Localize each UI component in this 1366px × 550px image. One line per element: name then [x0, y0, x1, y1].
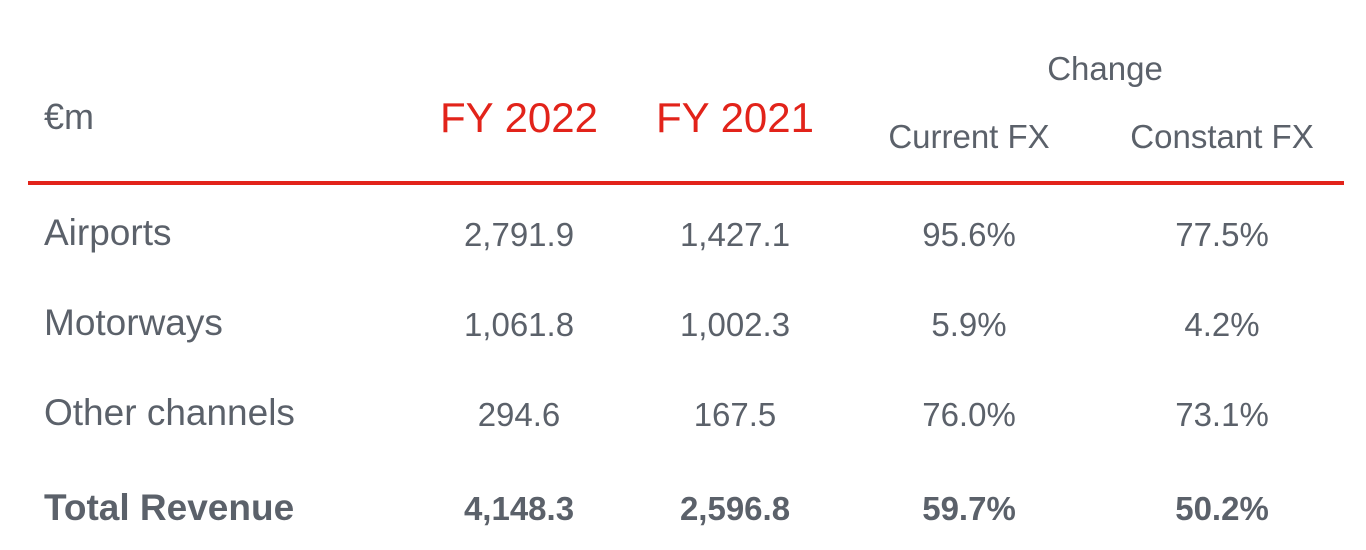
total-constant-fx: 50.2%: [1175, 490, 1269, 527]
cell-fy2021: 1,002.3: [679, 306, 791, 343]
cell-current-fx: 76.0%: [922, 396, 1016, 433]
cell-constant-fx: 77.5%: [1175, 216, 1269, 253]
header-fy2021: FY 2021: [655, 94, 815, 141]
row-label: Other channels: [44, 392, 295, 433]
cell-fy2021: 1,427.1: [679, 216, 791, 253]
row-label: Airports: [44, 212, 172, 253]
row-label: Motorways: [44, 302, 223, 343]
header-constant-fx: Constant FX: [1130, 118, 1314, 155]
header-fy2022: FY 2022: [439, 94, 599, 141]
cell-fy2022: 294.6: [477, 396, 561, 433]
unit-label: €m: [44, 96, 95, 137]
cell-current-fx: 5.9%: [931, 306, 1007, 343]
cell-current-fx: 95.6%: [922, 216, 1016, 253]
total-label: Total Revenue: [44, 487, 295, 528]
header-divider: [28, 181, 1344, 185]
total-current-fx: 59.7%: [922, 490, 1016, 527]
cell-fy2022: 2,791.9: [463, 216, 575, 253]
cell-fy2021: 167.5: [693, 396, 777, 433]
total-fy2022: 4,148.3: [463, 490, 575, 527]
cell-fy2022: 1,061.8: [463, 306, 575, 343]
total-fy2021: 2,596.8: [679, 490, 791, 527]
cell-constant-fx: 4.2%: [1184, 306, 1260, 343]
header-change: Change: [1047, 50, 1163, 87]
header-current-fx: Current FX: [888, 118, 1050, 155]
cell-constant-fx: 73.1%: [1175, 396, 1269, 433]
